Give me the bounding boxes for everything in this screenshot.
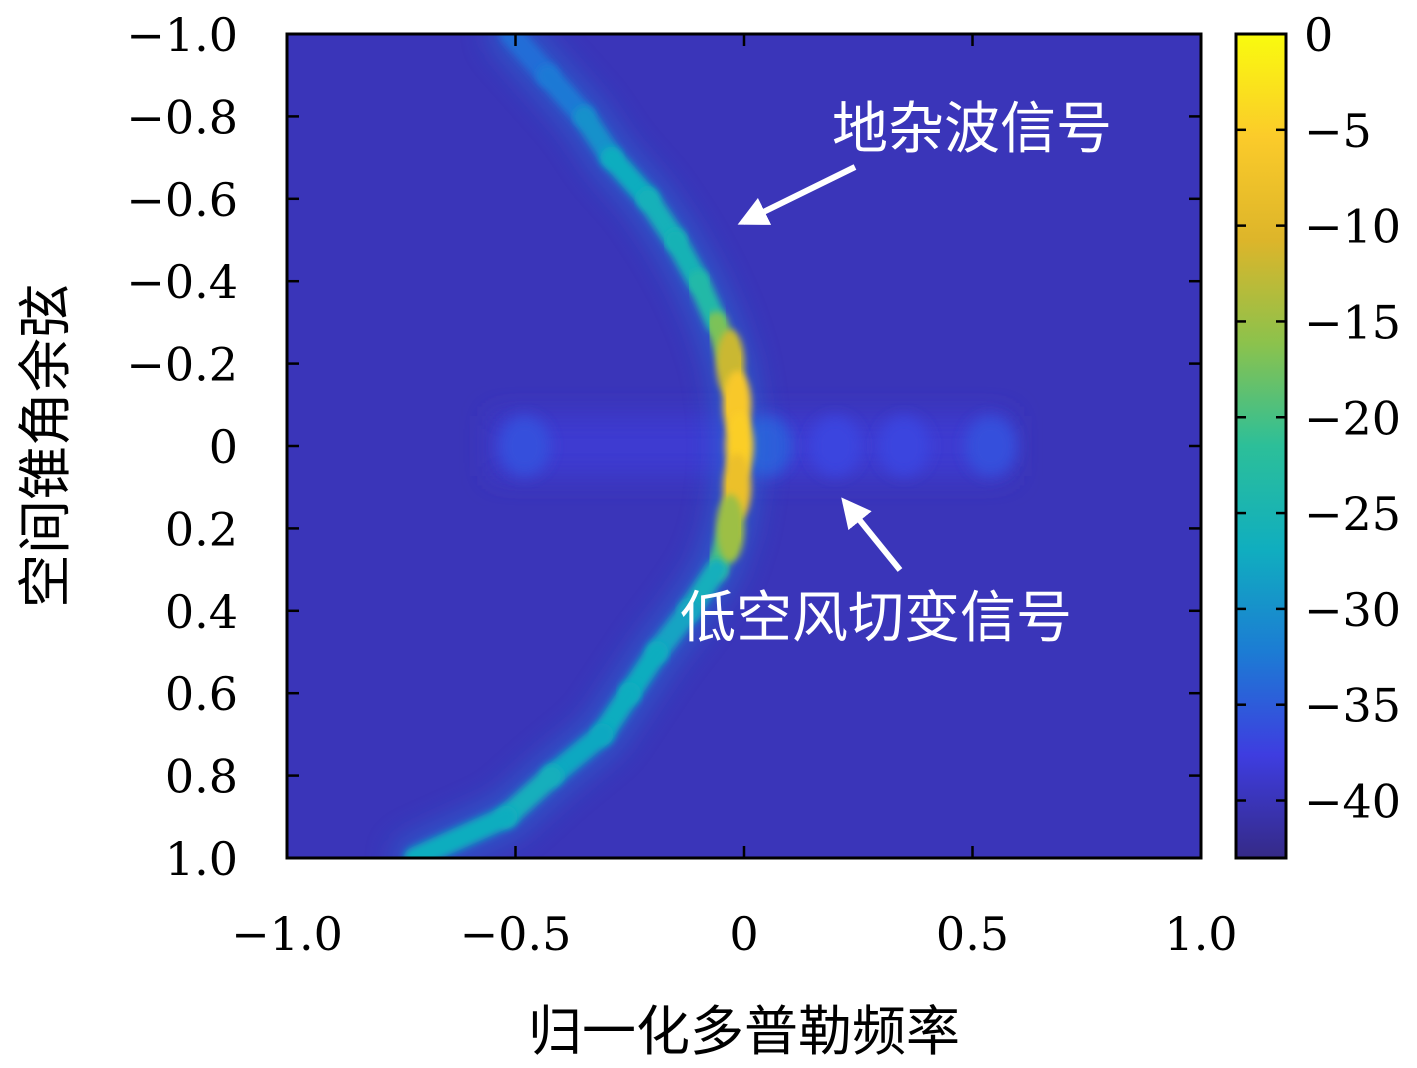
y-tick-label: −0.6 xyxy=(126,173,238,227)
y-axis-title: 空间锥角余弦 xyxy=(14,284,77,608)
colorbar-ticks: 0 −5 −10 −15 −20 −25 −30 −35 −40 xyxy=(1236,8,1401,829)
clutter-ridge-segment xyxy=(403,805,518,858)
y-tick-label: 0.4 xyxy=(165,585,238,639)
y-tick-label: −0.8 xyxy=(126,90,238,144)
windshear-annotation-label: 低空风切变信号 xyxy=(680,586,1072,651)
y-tick-label: 0 xyxy=(209,420,238,474)
y-tick-label: −0.2 xyxy=(126,338,238,392)
y-tick-label: 1.0 xyxy=(165,832,238,886)
windshear-blob xyxy=(877,416,930,476)
colorbar-tick-label: −10 xyxy=(1304,200,1401,254)
colorbar-tick-label: −15 xyxy=(1304,295,1401,349)
windshear-blob xyxy=(964,416,1017,476)
annotations: 地杂波信号 低空风切变信号 xyxy=(680,97,1112,651)
colorbar-tick-label: −25 xyxy=(1304,487,1401,541)
y-ticks: −1.0 −0.8 −0.6 −0.4 −0.2 0 0.2 0.4 0.6 0.8 1.0 xyxy=(126,8,1201,886)
colorbar-tick-label: 0 xyxy=(1304,8,1333,62)
colorbar-tick-label: −20 xyxy=(1304,391,1401,445)
x-tick-label: −1.0 xyxy=(231,907,343,961)
colorbar-tick-label: −30 xyxy=(1304,583,1401,637)
heatmap-layer xyxy=(393,34,1017,858)
windshear-blob xyxy=(809,416,862,476)
x-tick-label: 0.5 xyxy=(936,907,1009,961)
colorbar-gradient xyxy=(1234,32,1288,860)
clutter-arrow xyxy=(737,164,857,225)
clutter-ridge-peak xyxy=(716,494,745,563)
colorbar-tick-label: −35 xyxy=(1304,679,1401,733)
x-ticks: −1.0 −0.5 0 0.5 1.0 xyxy=(231,34,1238,961)
x-tick-label: 0 xyxy=(729,907,758,961)
y-tick-label: 0.8 xyxy=(165,750,238,804)
windshear-blob xyxy=(498,416,551,476)
y-tick-label: −1.0 xyxy=(126,8,238,62)
colorbar-tick-label: −40 xyxy=(1304,775,1401,829)
y-tick-label: −0.4 xyxy=(126,255,238,309)
plot-area: −1.0 −0.5 0 0.5 1.0 −1.0 −0.8 −0.6 −0.4 −0.2 0 0.2… xyxy=(126,8,1237,961)
colorbar: 0 −5 −10 −15 −20 −25 −30 −35 −40 xyxy=(1234,8,1401,860)
x-tick-label: 1.0 xyxy=(1164,907,1237,961)
y-tick-label: 0.6 xyxy=(165,667,238,721)
colorbar-tick-label: −5 xyxy=(1304,104,1372,158)
clutter-annotation-label: 地杂波信号 xyxy=(832,97,1112,162)
x-axis-title: 归一化多普勒频率 xyxy=(528,1000,960,1063)
y-tick-label: 0.2 xyxy=(165,502,238,556)
x-tick-label: −0.5 xyxy=(460,907,572,961)
windshear-arrow xyxy=(841,497,903,572)
